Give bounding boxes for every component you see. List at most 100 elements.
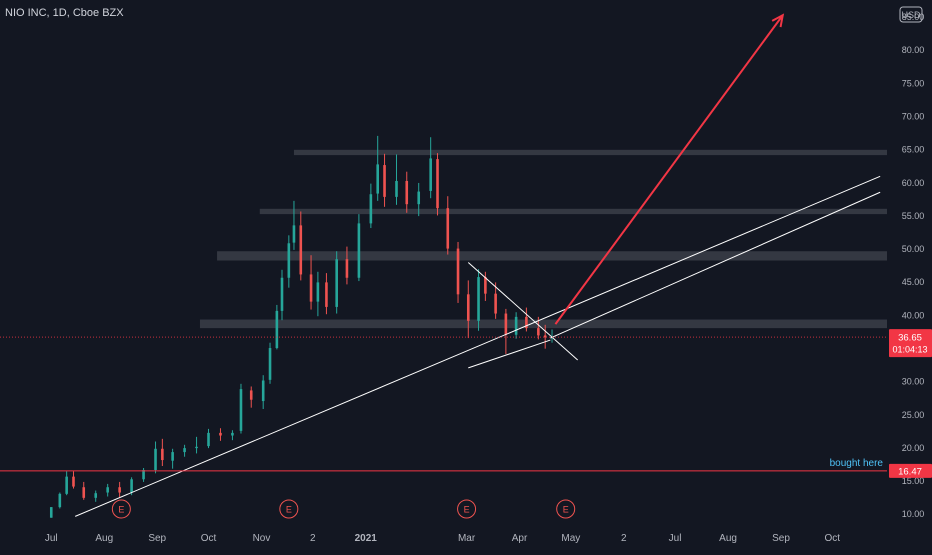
price-tick-label: 45.00 — [902, 277, 925, 287]
time-tick-label: Sep — [148, 533, 166, 544]
price-tick-label: 85.00 — [902, 12, 925, 22]
candle-body — [280, 277, 284, 311]
candle-body — [82, 487, 86, 498]
price-tick-label: 65.00 — [902, 145, 925, 155]
candle-body — [94, 493, 98, 498]
trendline — [550, 191, 881, 339]
candle-body — [195, 446, 198, 449]
candle-body — [171, 452, 174, 461]
time-tick-label: Jul — [45, 533, 58, 544]
projection-arrow-head — [771, 13, 785, 28]
earnings-marker-label: E — [118, 505, 124, 515]
candle-body — [58, 493, 62, 508]
candle-body — [142, 469, 145, 480]
candle-body — [456, 248, 460, 295]
earnings-marker-label: E — [464, 505, 470, 515]
candle-body — [65, 476, 68, 494]
candle-body — [309, 274, 313, 302]
candle-body — [154, 448, 157, 470]
candle-body — [275, 310, 279, 349]
price-tick-label: 75.00 — [902, 78, 925, 88]
candle-body — [369, 194, 373, 224]
candle-body — [525, 316, 528, 329]
candle-body — [405, 180, 409, 205]
currency-label: USD — [901, 10, 921, 20]
time-tick-label: Jul — [669, 533, 682, 544]
candle-body — [161, 448, 164, 461]
projection-arrow — [554, 14, 784, 325]
price-tick-label: 30.00 — [902, 377, 925, 387]
candle-body — [345, 259, 349, 278]
candle-body — [268, 348, 272, 380]
resistance-zone — [217, 251, 887, 261]
candle-body — [219, 432, 222, 436]
candle-body — [239, 389, 243, 431]
candle-body — [130, 479, 133, 493]
candle-body — [494, 293, 497, 314]
candle-body — [118, 487, 121, 493]
symbol-title: NIO INC, 1D, Cboe BZX — [5, 7, 124, 19]
bought-price-label: 16.47 — [898, 466, 922, 477]
earnings-marker-circle — [556, 499, 576, 519]
candle-body — [287, 243, 291, 278]
price-tick-label: 25.00 — [902, 410, 925, 420]
time-tick-label: Nov — [253, 533, 271, 544]
candle-body — [231, 432, 234, 436]
candle-body — [429, 158, 432, 191]
time-tick-label: 2 — [621, 533, 627, 544]
candle-body — [49, 507, 53, 518]
candle-body — [504, 313, 508, 335]
price-tick-label: 10.00 — [902, 509, 925, 519]
earnings-marker-label: E — [563, 505, 569, 515]
resistance-zone — [293, 149, 887, 156]
time-tick-label: Aug — [95, 533, 113, 544]
candle-body — [514, 316, 518, 335]
time-tick-label: May — [561, 533, 580, 544]
time-tick-label: Apr — [512, 533, 528, 544]
resistance-zone — [199, 319, 887, 329]
bought-here-label: bought here — [830, 458, 884, 469]
candle-body — [106, 487, 109, 493]
earnings-marker-circle — [111, 499, 131, 519]
currency-badge-box — [899, 6, 923, 23]
last-price-label-box — [889, 329, 932, 358]
time-tick-label: 2 — [310, 533, 316, 544]
candle-body — [376, 164, 380, 194]
time-tick-label: Oct — [201, 533, 217, 544]
trendline — [467, 262, 578, 361]
price-axis[interactable] — [887, 0, 932, 550]
candle-body — [325, 282, 328, 307]
candle-body — [335, 259, 338, 307]
candle-body — [543, 335, 547, 338]
resistance-zones — [199, 149, 887, 329]
candle-body — [316, 282, 320, 302]
time-tick-label: Mar — [458, 533, 476, 544]
candle-body — [446, 208, 450, 249]
bought-price-label-box — [889, 463, 932, 478]
price-tick-label: 70.00 — [902, 112, 925, 122]
candle-body — [207, 432, 210, 447]
resistance-zone — [259, 208, 887, 215]
price-tick-label: 40.00 — [902, 310, 925, 320]
bar-countdown-label: 01:04:13 — [892, 345, 927, 355]
candle-body — [183, 448, 186, 453]
candle-body — [299, 225, 303, 275]
time-axis-ticks: Jul Aug Sep Oct Nov 2 2021 Mar Apr May 2 Jul Aug Sep O… — [45, 533, 840, 544]
trendlines — [75, 13, 881, 517]
candle-body — [72, 476, 75, 487]
time-tick-label: Sep — [772, 533, 790, 544]
candle-body — [357, 223, 361, 278]
time-tick-label: 2021 — [355, 533, 378, 544]
time-tick-label: Oct — [825, 533, 841, 544]
candle-body — [537, 328, 540, 336]
horizontal-lines: bought here — [0, 336, 887, 472]
currency-badge[interactable]: USD — [899, 6, 923, 23]
earnings-marker-circle — [279, 499, 299, 519]
candle-body — [484, 277, 487, 294]
candle-body — [417, 191, 421, 205]
